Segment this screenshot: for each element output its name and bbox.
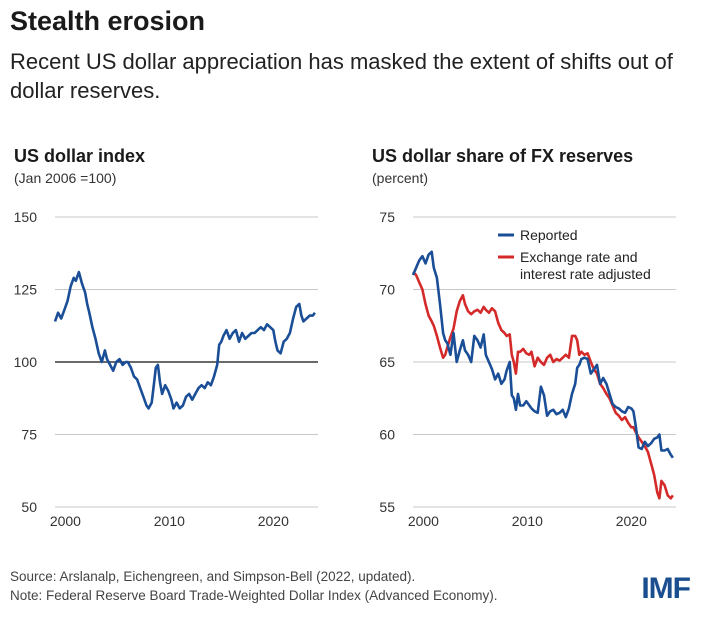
y-tick-label: 125 — [14, 282, 38, 298]
series-line-reported — [411, 250, 674, 459]
series-line-index — [53, 270, 316, 410]
right-panel-title: US dollar share of FX reserves — [372, 146, 634, 166]
legend-label: Exchange rate and — [520, 249, 638, 265]
source-note: Source: Arslanalp, Eichengreen, and Simp… — [10, 569, 416, 584]
y-tick-label: 50 — [21, 499, 37, 515]
y-tick-label: 150 — [14, 209, 38, 225]
y-tick-label: 55 — [379, 499, 395, 515]
us-dollar-share-chart: 55 60 65 70 75 2000 2010 2020 Reported Exchange r… — [379, 209, 676, 529]
footnote: Note: Federal Reserve Board Trade-Weight… — [10, 588, 498, 603]
x-tick-label: 2020 — [616, 513, 647, 529]
x-tick-label: 2020 — [258, 513, 289, 529]
y-tick-label: 65 — [379, 354, 395, 370]
imf-logo: IMF — [641, 572, 691, 605]
legend-label-cont: interest rate adjusted — [520, 266, 651, 282]
y-tick-label: 60 — [379, 427, 395, 443]
x-tick-label: 2000 — [50, 513, 81, 529]
y-tick-label: 75 — [379, 209, 395, 225]
page-subtitle: Recent US dollar appreciation has masked… — [10, 49, 673, 103]
y-tick-label: 70 — [379, 282, 395, 298]
x-tick-label: 2000 — [408, 513, 439, 529]
left-panel-title: US dollar index — [14, 146, 146, 166]
us-dollar-index-chart: 50 75 100 125 150 2000 2010 2020 — [14, 209, 318, 529]
y-tick-label: 75 — [21, 427, 37, 443]
legend-label: Reported — [520, 227, 578, 243]
right-panel-units: (percent) — [372, 170, 429, 186]
page-title: Stealth erosion — [10, 6, 206, 36]
series-line-exchange — [412, 271, 674, 500]
x-tick-label: 2010 — [512, 513, 543, 529]
left-panel-units: (Jan 2006 =100) — [14, 170, 117, 186]
x-tick-label: 2010 — [154, 513, 185, 529]
y-tick-label: 100 — [14, 354, 38, 370]
